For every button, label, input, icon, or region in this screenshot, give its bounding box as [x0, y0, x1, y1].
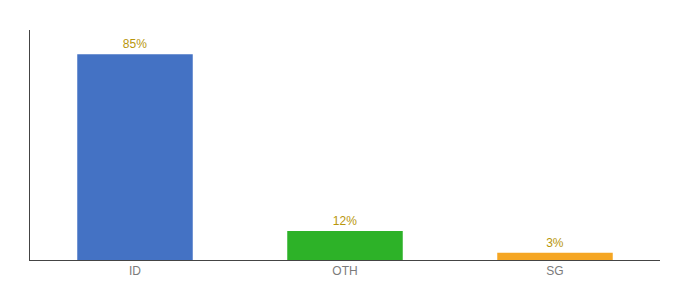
- svg-text:OTH: OTH: [332, 264, 357, 278]
- svg-text:SG: SG: [546, 264, 563, 278]
- svg-text:12%: 12%: [333, 214, 357, 228]
- svg-text:ID: ID: [129, 264, 141, 278]
- svg-text:3%: 3%: [546, 236, 564, 250]
- svg-text:85%: 85%: [123, 37, 147, 51]
